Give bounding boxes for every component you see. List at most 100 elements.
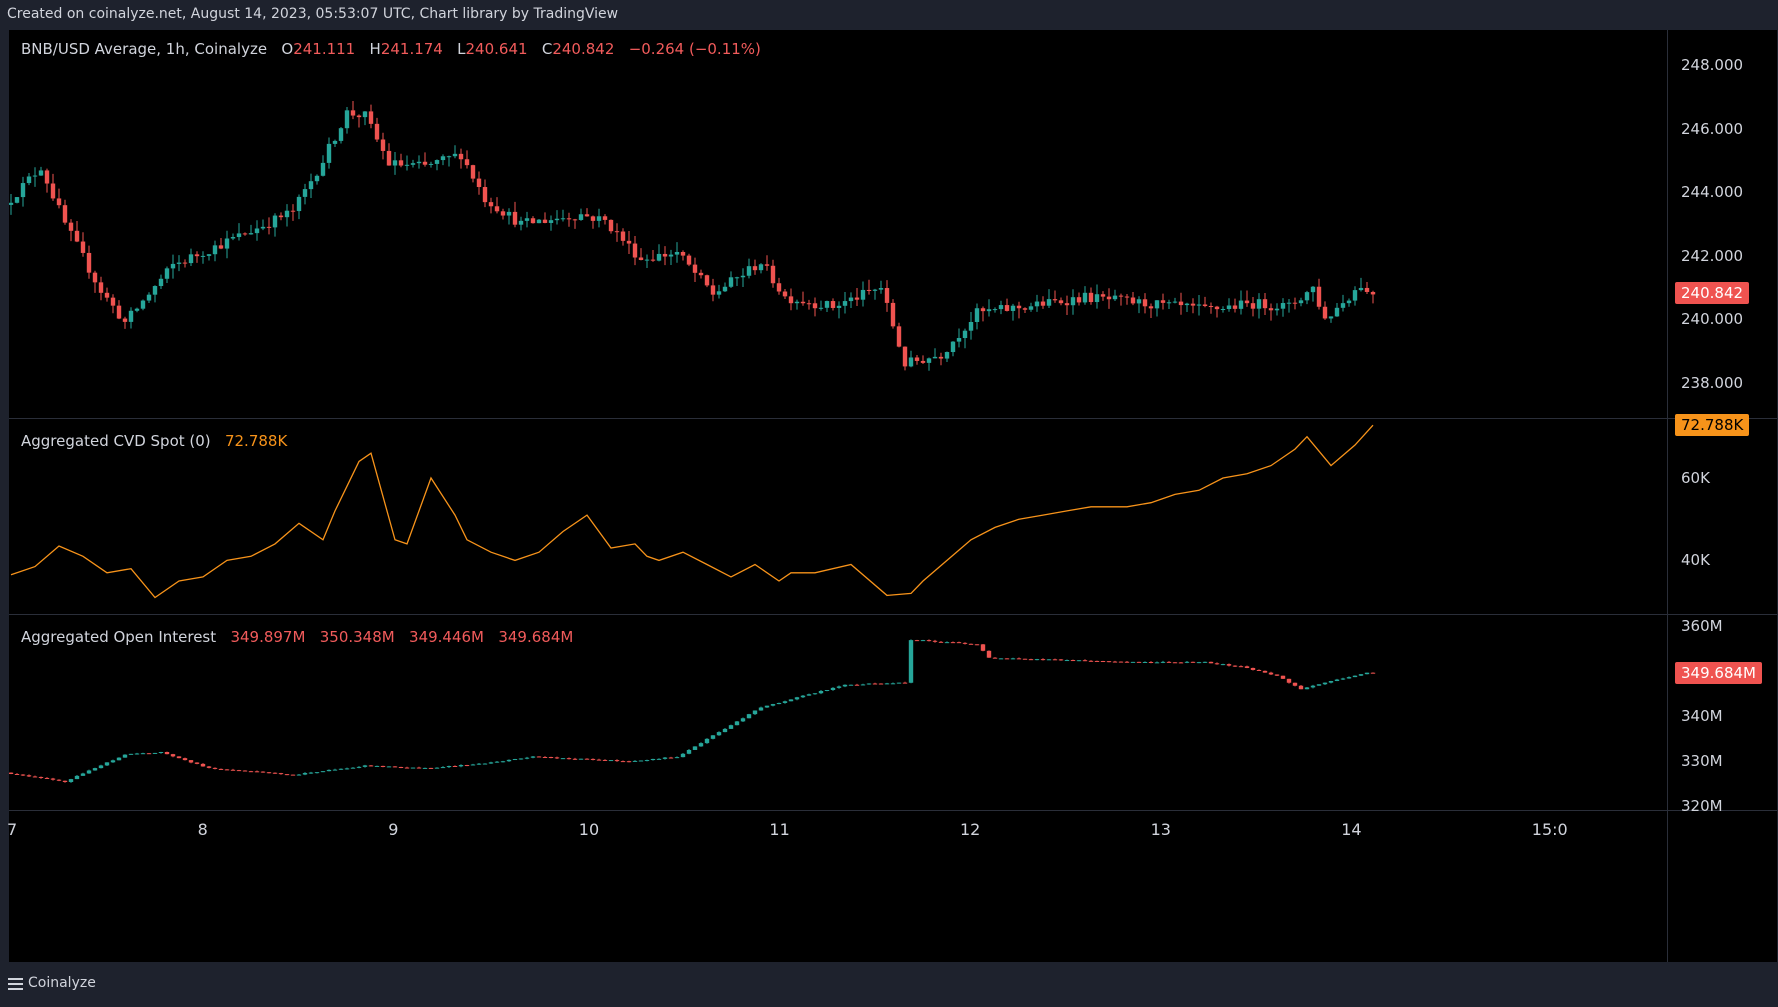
candle-body	[104, 292, 110, 298]
candle-body	[920, 360, 926, 363]
candle-body	[44, 777, 50, 779]
close-value: 240.842	[552, 40, 615, 58]
candle-body	[740, 718, 746, 722]
candle-body	[950, 341, 956, 353]
candle-body	[1058, 300, 1064, 304]
candle-body	[1190, 661, 1196, 663]
candle-body	[740, 275, 746, 278]
candle-body	[242, 233, 248, 235]
candle-body	[788, 296, 794, 304]
candle-body	[146, 294, 152, 301]
candle-body	[518, 758, 524, 760]
candle-body	[596, 216, 602, 221]
pane-separator-2[interactable]	[9, 614, 1777, 615]
candle-body	[680, 753, 686, 758]
candle-body	[1070, 297, 1076, 306]
candle-body	[1202, 304, 1208, 307]
candle-body	[896, 326, 902, 347]
candle-body	[440, 156, 446, 161]
candle-body	[872, 289, 878, 291]
pane-separator-1[interactable]	[9, 418, 1777, 419]
candle-body	[302, 772, 308, 775]
candle-body	[1124, 661, 1130, 663]
candle-body	[1160, 300, 1166, 303]
candle-body	[350, 767, 356, 769]
candle-body	[956, 338, 962, 342]
candle-body	[164, 268, 170, 279]
candle-body	[1052, 659, 1058, 661]
candle-body	[932, 640, 938, 642]
candle-body	[698, 743, 704, 747]
candle-body	[260, 226, 266, 229]
candle-body	[878, 683, 884, 685]
candle-body	[974, 644, 980, 646]
candle-body	[362, 765, 368, 767]
candle-body	[332, 140, 338, 144]
x-tick-label: 8	[197, 820, 208, 839]
candle-body	[410, 163, 416, 165]
candle-body	[1214, 306, 1220, 310]
oi-legend: Aggregated Open Interest 349.897M 350.34…	[21, 628, 573, 646]
candle-body	[434, 160, 440, 164]
candle-body	[1220, 664, 1226, 666]
candle-body	[800, 695, 806, 698]
candle-body	[1076, 660, 1082, 662]
candle-body	[164, 752, 170, 755]
oi-low: 349.446M	[409, 628, 485, 646]
y-tick-label: 40K	[1681, 551, 1710, 570]
candle-body	[176, 756, 182, 759]
creation-caption: Created on coinalyze.net, August 14, 202…	[7, 6, 619, 22]
candle-body	[368, 765, 374, 767]
menu-icon[interactable]	[8, 978, 23, 993]
candle-body	[644, 760, 650, 762]
candle-body	[710, 735, 716, 739]
candle-body	[470, 764, 476, 766]
chart-canvas[interactable]	[9, 30, 1777, 962]
candle-body	[320, 771, 326, 773]
candle-body	[560, 218, 566, 220]
candle-body	[170, 754, 176, 757]
candle-body	[914, 640, 920, 642]
candle-body	[56, 779, 62, 781]
candle-body	[524, 757, 530, 759]
candle-body	[392, 160, 398, 166]
candle-body	[38, 170, 44, 176]
candle-body	[80, 241, 86, 253]
candle-body	[614, 760, 620, 762]
candle-body	[1214, 663, 1220, 665]
candle-body	[734, 277, 740, 279]
candle-body	[1370, 291, 1376, 295]
chart-area[interactable]: BNB/USD Average, 1h, Coinalyze O241.111 …	[7, 30, 1777, 962]
candle-body	[458, 765, 464, 767]
candle-body	[956, 642, 962, 644]
x-tick-label: 12	[960, 820, 981, 839]
candle-body	[290, 210, 296, 212]
candle-body	[350, 110, 356, 116]
candle-body	[704, 738, 710, 744]
candle-body	[1178, 301, 1184, 306]
candle-body	[80, 773, 86, 776]
candle-body	[1358, 674, 1364, 676]
candle-body	[1046, 659, 1052, 661]
candle-body	[974, 308, 980, 323]
candle-body	[554, 218, 560, 221]
candle-body	[722, 728, 728, 733]
candle-body	[1148, 306, 1154, 309]
candle-body	[608, 219, 614, 232]
candle-body	[140, 753, 146, 755]
top-caption-bar: Created on coinalyze.net, August 14, 202…	[0, 0, 1778, 28]
candle-body	[938, 356, 944, 359]
candle-body	[800, 301, 806, 304]
candle-body	[1328, 316, 1334, 319]
last-value-badge: 349.684M	[1675, 661, 1762, 684]
candle-body	[536, 219, 542, 224]
candle-body	[440, 767, 446, 769]
candle-body	[908, 640, 914, 683]
candle-body	[494, 206, 500, 212]
candle-body	[338, 128, 344, 141]
candle-body	[56, 198, 62, 206]
candle-body	[896, 682, 902, 684]
candle-body	[308, 181, 314, 190]
candle-body	[332, 769, 338, 771]
candle-body	[1094, 660, 1100, 662]
